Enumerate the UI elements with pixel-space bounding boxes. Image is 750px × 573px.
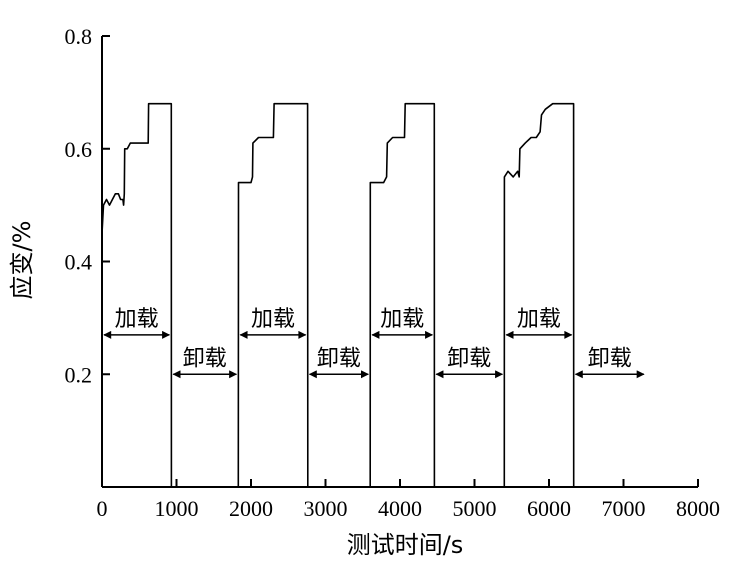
strain-series-cycle-4 [503,102,575,488]
annotation-label: 卸载 [447,346,491,371]
annotation-label: 加载 [380,307,424,332]
axes: 0 1000 2000 3000 4000 5000 6000 7000 8000 0.2 0.4 0… [65,24,721,521]
x-tick-label: 0 [97,496,108,521]
y-tick-label: 0.6 [65,137,93,162]
x-tick-label: 4000 [378,496,422,521]
x-tick-label: 1000 [155,496,199,521]
x-tick-label: 6000 [527,496,571,521]
x-tick-label: 7000 [602,496,646,521]
annotation-label: 加载 [115,307,159,332]
annotation-label: 卸载 [588,346,632,371]
x-tick-label: 5000 [453,496,497,521]
strain-series-cycle-1 [101,102,173,488]
x-tick-label: 2000 [229,496,273,521]
strain-series-cycle-2 [237,102,309,488]
series-layer [101,102,575,488]
strain-series-cycle-3 [369,102,436,488]
annotation-label: 卸载 [183,346,227,371]
y-axis-title: 应变/% [8,221,36,300]
x-tick-label: 8000 [676,496,720,521]
y-tick-label: 0.2 [65,362,93,387]
annotation-label: 加载 [251,307,295,332]
annotation-label: 加载 [517,307,561,332]
x-tick-label: 3000 [304,496,348,521]
y-tick-label: 0.4 [65,250,93,275]
annotation-label: 卸载 [317,346,361,371]
y-tick-label: 0.8 [65,24,93,49]
x-axis-title: 测试时间/s [347,531,464,559]
